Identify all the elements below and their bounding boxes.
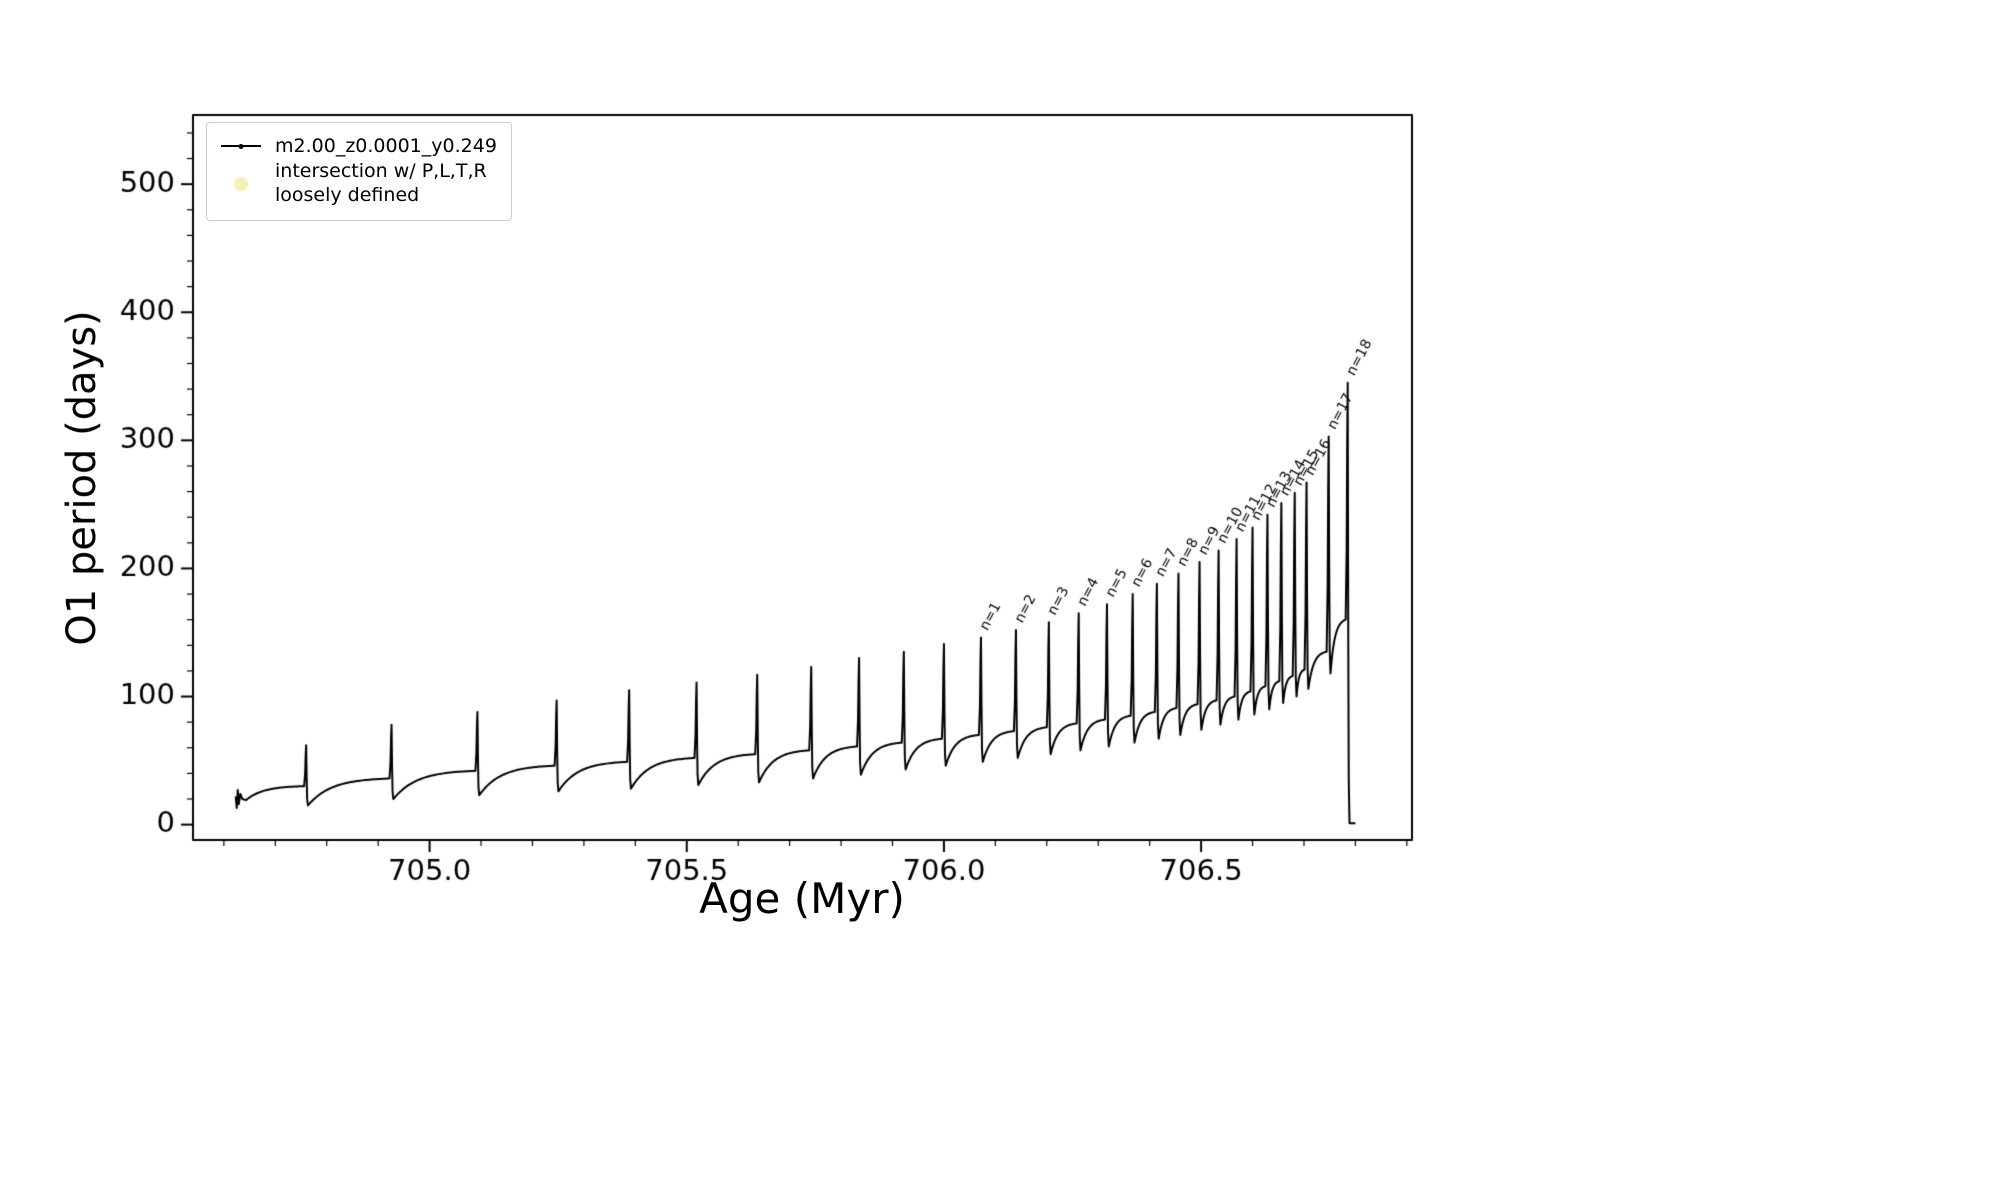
y-axis-label: O1 period (days) [59, 310, 105, 646]
x-axis-label: Age (Myr) [699, 874, 905, 923]
line-marker-icon [219, 144, 263, 149]
circle-marker-icon [219, 176, 263, 191]
legend-label-series: m2.00_z0.0001_y0.249 [275, 135, 497, 157]
legend-label-intersection: intersection w/ P,L,T,R loosely defined [275, 160, 487, 206]
legend: m2.00_z0.0001_y0.249 intersection w/ P,L… [206, 122, 512, 221]
legend-entry-intersection: intersection w/ P,L,T,R loosely defined [219, 160, 497, 208]
legend-entry-series: m2.00_z0.0001_y0.249 [219, 135, 497, 157]
